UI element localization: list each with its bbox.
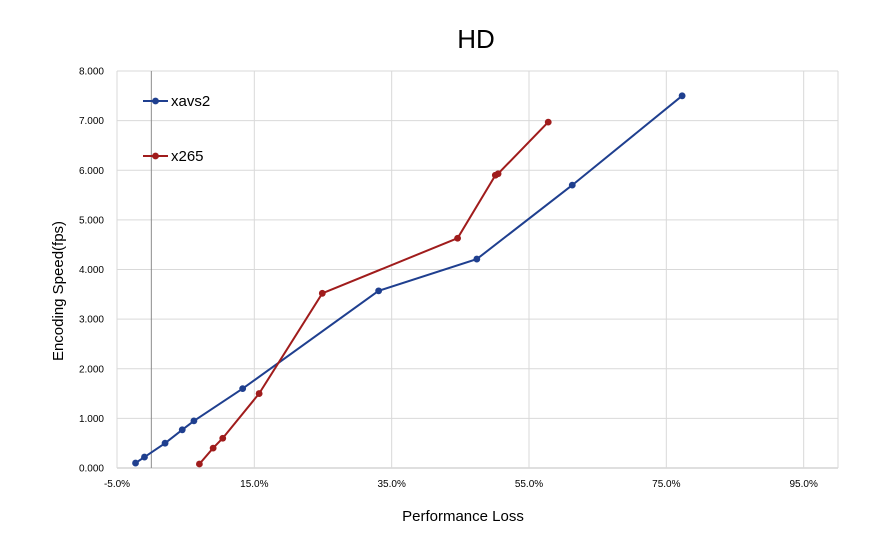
legend-item-xavs2: xavs2 xyxy=(143,93,210,110)
y-tick-label: 4.000 xyxy=(79,265,104,276)
y-tick-label: 7.000 xyxy=(79,116,104,127)
x-tick-label: 75.0% xyxy=(652,479,680,490)
series-line-xavs2 xyxy=(134,95,683,464)
x-tick-label: 35.0% xyxy=(377,479,405,490)
data-point-xavs2 xyxy=(178,426,186,434)
x-tick-label: 95.0% xyxy=(789,479,817,490)
data-point-xavs2 xyxy=(141,453,148,461)
x-tick-labels: -5.0% 15.0% 35.0% 55.0% 75.0% 95.0% xyxy=(104,479,818,490)
series-x265 xyxy=(196,118,552,468)
data-point-xavs2 xyxy=(190,417,198,425)
data-point-xavs2 xyxy=(132,459,139,467)
legend-marker-xavs2 xyxy=(152,97,159,105)
data-point-x265 xyxy=(219,434,227,442)
x-tick-label: -5.0% xyxy=(104,479,130,490)
y-tick-labels: 0.000 1.000 2.000 3.000 4.000 5.000 6.000 7.000… xyxy=(79,67,104,475)
chart-title: HD xyxy=(457,24,495,54)
y-tick-label: 6.000 xyxy=(79,166,104,177)
data-point-xavs2 xyxy=(161,439,169,447)
series-xavs2 xyxy=(132,92,686,467)
data-point-x265 xyxy=(544,118,552,126)
legend-item-x265: x265 xyxy=(143,148,204,165)
x-tick-label: 55.0% xyxy=(515,479,543,490)
data-point-xavs2 xyxy=(375,287,383,295)
grid xyxy=(116,70,839,469)
x-tick-label: 15.0% xyxy=(240,479,268,490)
y-tick-label: 0.000 xyxy=(79,464,104,475)
legend-label-x265: x265 xyxy=(171,148,204,165)
x-axis-title: Performance Loss xyxy=(402,508,524,525)
data-point-xavs2 xyxy=(239,385,247,392)
y-tick-label: 1.000 xyxy=(79,414,104,425)
data-point-xavs2 xyxy=(678,92,686,100)
data-point-xavs2 xyxy=(473,255,481,263)
legend: xavs2 x265 xyxy=(143,93,210,165)
legend-label-xavs2: xavs2 xyxy=(171,93,210,110)
data-point-x265 xyxy=(255,390,263,397)
y-tick-label: 8.000 xyxy=(79,67,104,78)
data-point-x265 xyxy=(196,460,203,468)
y-tick-label: 2.000 xyxy=(79,364,104,375)
data-point-x265 xyxy=(494,170,502,178)
legend-marker-x265 xyxy=(152,152,159,160)
y-tick-label: 3.000 xyxy=(79,315,104,326)
data-point-x265 xyxy=(454,234,461,242)
y-tick-label: 5.000 xyxy=(79,215,104,226)
data-point-x265 xyxy=(318,289,326,297)
series-group xyxy=(132,92,686,468)
data-point-xavs2 xyxy=(568,181,576,189)
y-axis-title: Encoding Speed(fps) xyxy=(50,221,67,361)
data-point-x265 xyxy=(209,444,217,452)
